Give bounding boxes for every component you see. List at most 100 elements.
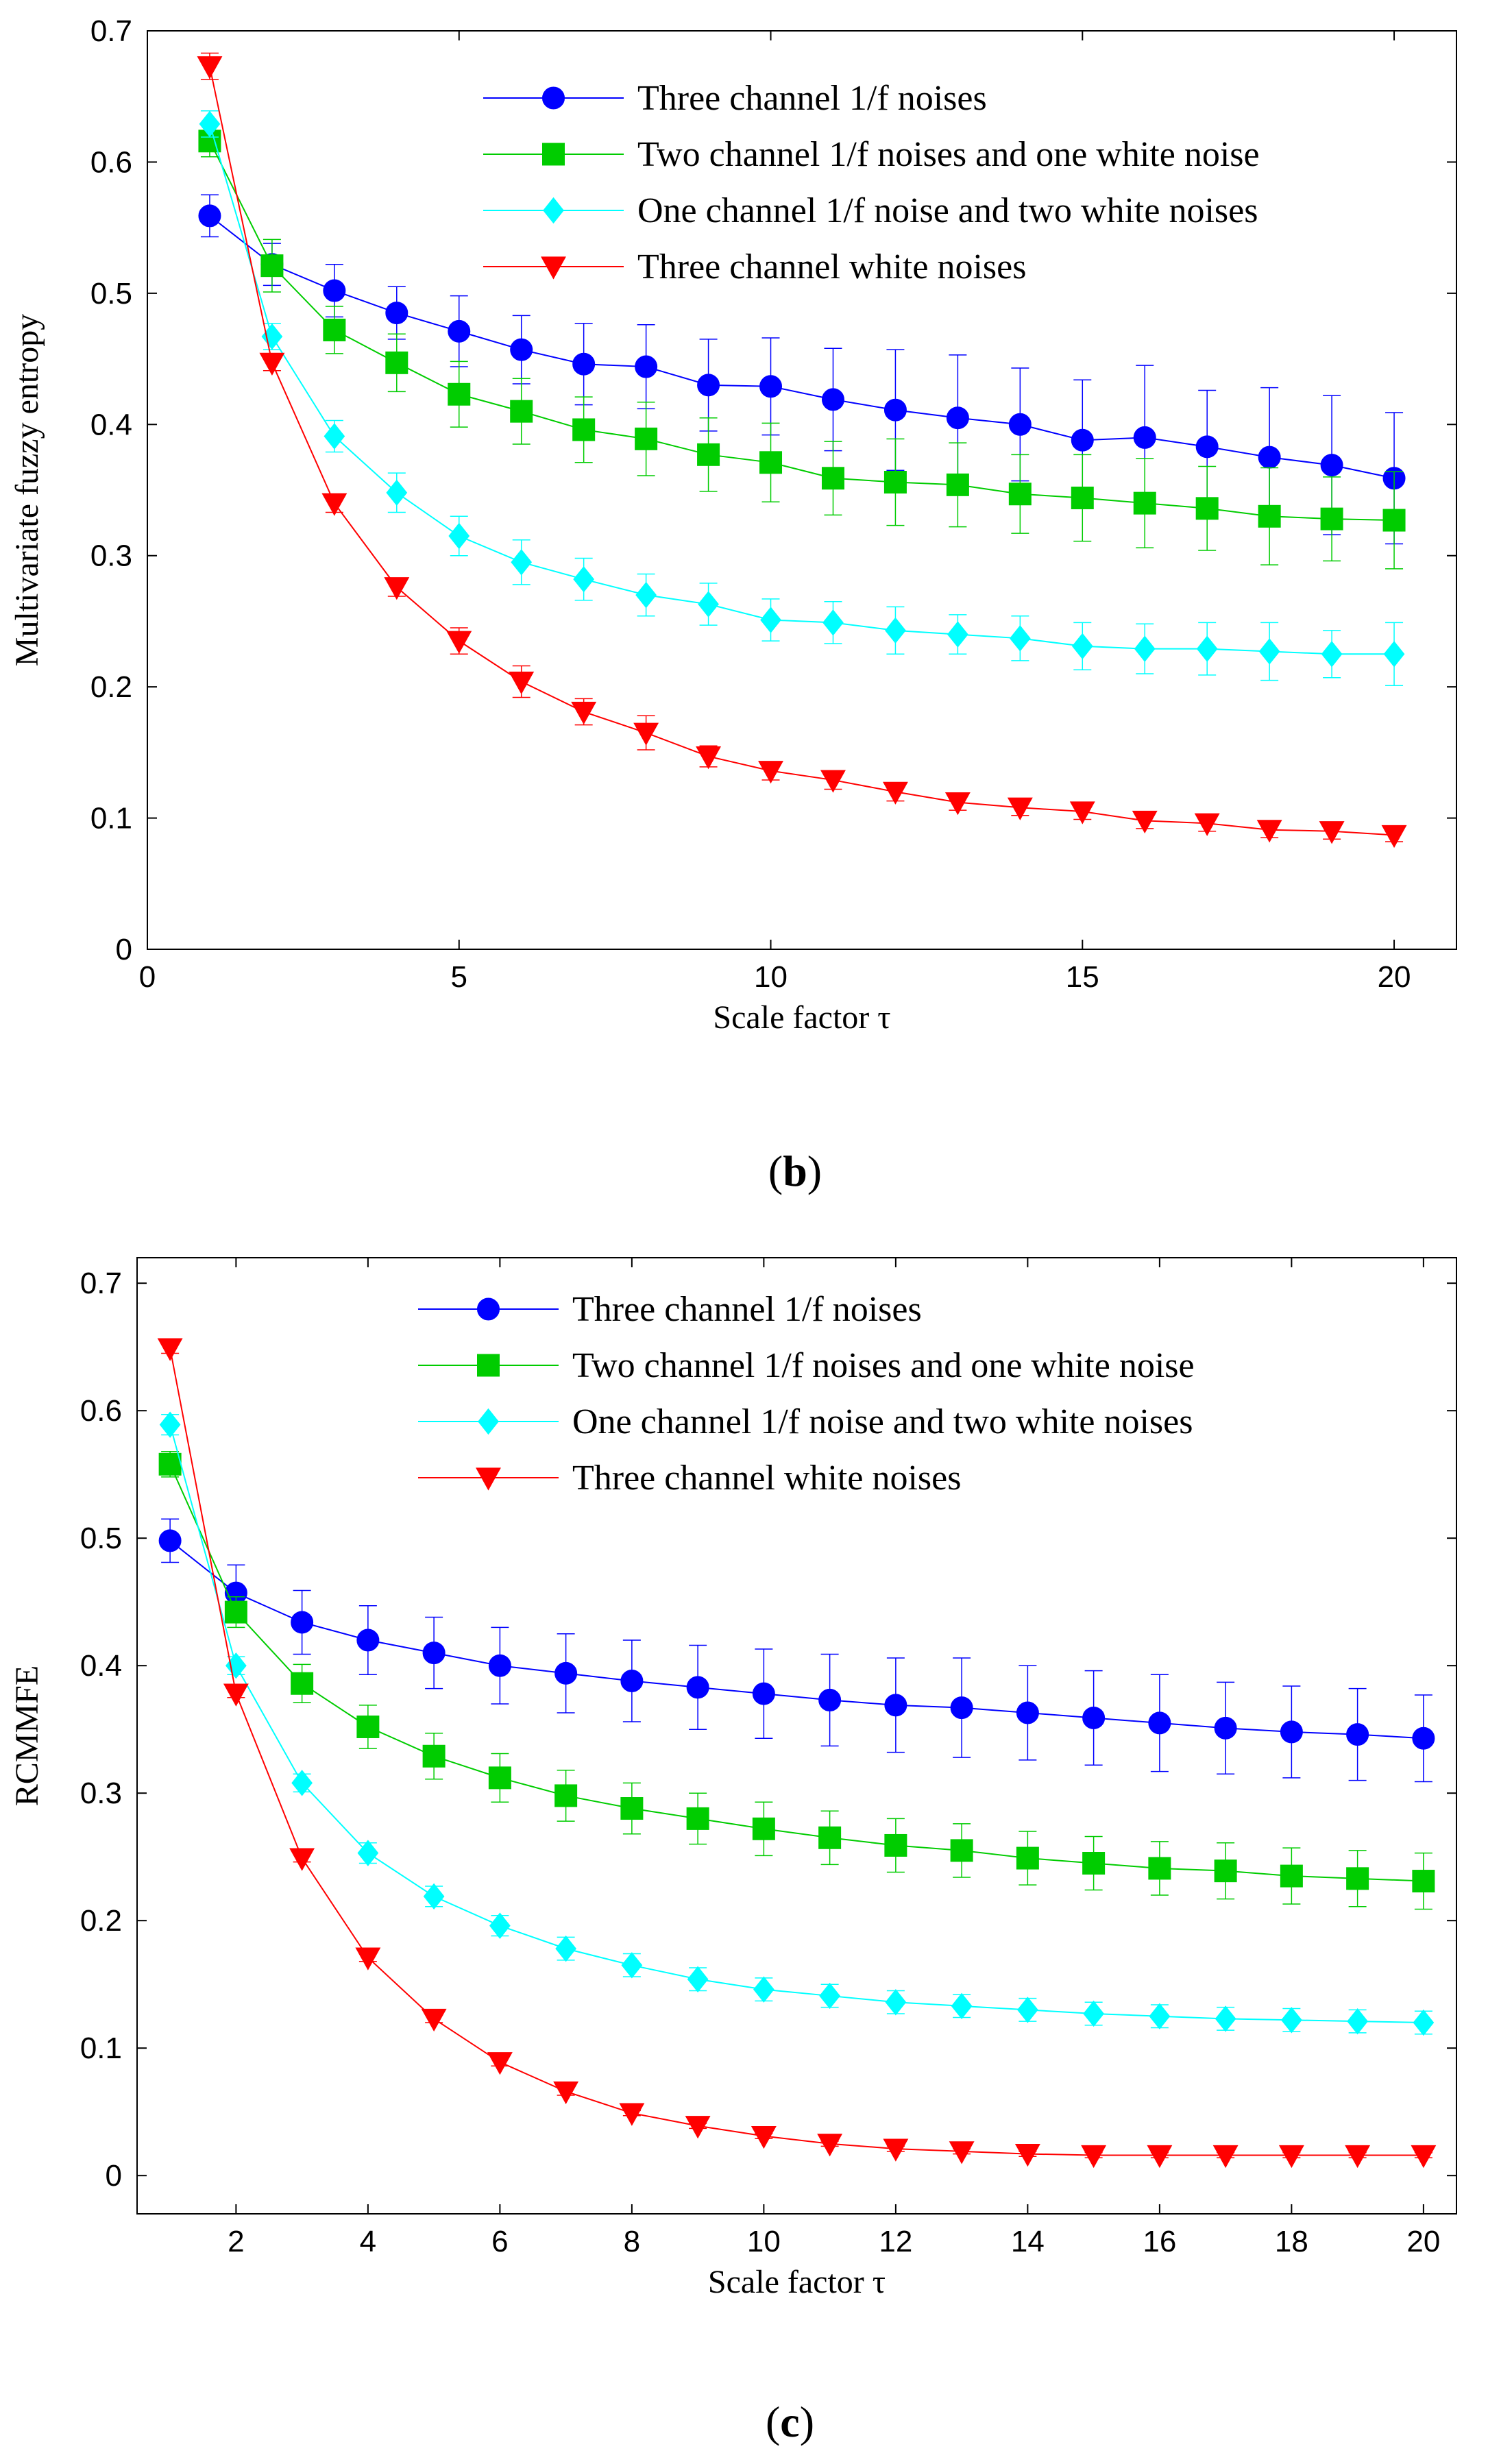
data-point xyxy=(821,467,844,490)
data-point xyxy=(944,792,971,816)
legend-marker xyxy=(541,256,566,280)
data-point xyxy=(620,1670,644,1693)
legend-label: Three channel 1/f noises xyxy=(572,1290,922,1329)
data-point xyxy=(1014,2144,1040,2167)
data-point xyxy=(1215,2005,1236,2032)
caption-paren: ) xyxy=(800,2398,814,2446)
data-point xyxy=(1009,625,1031,652)
data-point xyxy=(1148,1857,1171,1880)
data-point xyxy=(620,1797,644,1820)
legend-marker xyxy=(478,1408,499,1435)
data-point xyxy=(199,110,221,138)
data-point xyxy=(291,1611,314,1634)
data-point xyxy=(817,2134,843,2157)
data-point xyxy=(883,2138,909,2162)
x-tick-label: 8 xyxy=(624,2225,640,2258)
data-point xyxy=(488,1654,511,1677)
data-point xyxy=(696,746,722,770)
data-point xyxy=(197,56,223,80)
y-tick-label: 0.3 xyxy=(90,539,132,573)
figure-caption: (c) xyxy=(766,2398,814,2446)
legend-label: Two channel 1/f noises and one white noi… xyxy=(637,135,1260,174)
x-tick-label: 16 xyxy=(1143,2225,1176,2258)
data-point xyxy=(883,471,907,494)
data-point xyxy=(1412,1727,1435,1750)
data-point xyxy=(448,382,471,406)
data-point xyxy=(633,722,659,746)
data-point xyxy=(487,2052,513,2075)
data-point xyxy=(1383,641,1405,668)
x-tick-label: 10 xyxy=(747,2225,781,2258)
data-point xyxy=(259,352,285,376)
data-point xyxy=(949,2141,975,2164)
data-point xyxy=(759,375,783,398)
data-point xyxy=(423,1883,445,1910)
data-point xyxy=(509,671,535,695)
data-point xyxy=(386,479,408,507)
x-tick-label: 20 xyxy=(1378,960,1411,994)
data-point xyxy=(1081,2145,1107,2169)
series-4 xyxy=(197,52,1407,849)
data-point xyxy=(882,781,908,805)
data-point xyxy=(883,398,907,422)
data-point xyxy=(158,1452,182,1476)
data-point xyxy=(1278,2145,1304,2169)
caption-paren: ) xyxy=(807,1147,822,1195)
data-point xyxy=(1007,797,1033,820)
y-axis-label: Multivariate fuzzy entropy xyxy=(9,314,45,666)
caption-paren: ( xyxy=(766,2398,780,2446)
data-point xyxy=(385,302,408,325)
y-tick-label: 0.7 xyxy=(80,1267,122,1300)
x-tick-label: 15 xyxy=(1066,960,1099,994)
data-point xyxy=(884,1833,907,1857)
data-point xyxy=(289,1848,315,1871)
data-point xyxy=(553,2081,579,2105)
data-point xyxy=(357,1840,379,1866)
data-point xyxy=(1214,1716,1237,1740)
series-2 xyxy=(158,1450,1435,1910)
x-tick-label: 10 xyxy=(754,960,788,994)
data-point xyxy=(511,549,533,576)
x-tick-label: 0 xyxy=(139,960,156,994)
data-point xyxy=(1082,1706,1106,1729)
data-point xyxy=(323,279,346,302)
data-point xyxy=(510,400,533,423)
data-point xyxy=(1016,1846,1039,1870)
data-point xyxy=(324,423,345,450)
data-point xyxy=(1258,638,1280,665)
data-point xyxy=(356,1629,380,1652)
data-point xyxy=(818,1826,842,1849)
x-tick-label: 6 xyxy=(491,2225,508,2258)
legend-marker xyxy=(476,1467,501,1491)
caption-paren: ( xyxy=(768,1147,783,1195)
legend: Three channel 1/f noises Two channel 1/f … xyxy=(418,1290,1195,1498)
data-point xyxy=(573,565,595,593)
data-point xyxy=(1017,1997,1038,2023)
data-point xyxy=(1319,821,1345,844)
y-tick-label: 0.4 xyxy=(90,408,132,441)
data-point xyxy=(1194,813,1220,836)
data-point xyxy=(571,701,597,725)
series-1 xyxy=(158,1518,1435,1783)
data-point xyxy=(1008,413,1032,436)
data-point xyxy=(686,1807,709,1830)
data-point xyxy=(1345,2145,1371,2169)
series-line xyxy=(169,1347,1424,2156)
data-point xyxy=(1280,1720,1303,1744)
data-point xyxy=(885,1989,907,2016)
data-point xyxy=(1321,641,1343,668)
data-point xyxy=(446,631,472,654)
x-tick-label: 5 xyxy=(451,960,467,994)
y-tick-label: 0.5 xyxy=(80,1522,122,1555)
legend-label: Three channel 1/f noises xyxy=(637,79,987,118)
x-tick-label: 14 xyxy=(1011,2225,1045,2258)
data-point xyxy=(1148,1711,1171,1735)
data-point xyxy=(1008,483,1032,506)
data-point xyxy=(321,493,347,516)
data-point xyxy=(1258,446,1281,469)
data-point xyxy=(1082,1852,1106,1875)
data-point xyxy=(758,761,783,784)
data-point xyxy=(752,1817,775,1840)
data-point xyxy=(818,1688,842,1711)
data-point xyxy=(385,351,408,374)
